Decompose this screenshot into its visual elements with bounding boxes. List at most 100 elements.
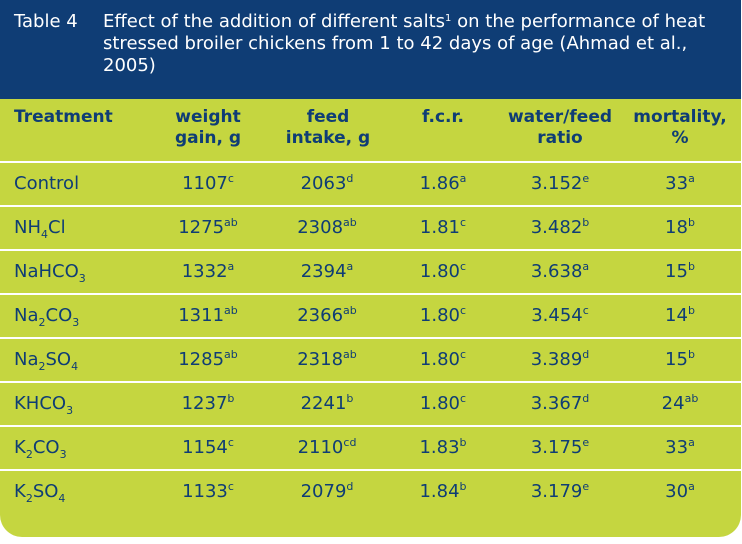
- mortality-cell: 24ab: [620, 383, 740, 425]
- cell-value: 1332: [181, 261, 228, 282]
- header-weight-gain: weight gain, g: [160, 107, 256, 149]
- cell-value: 3.175: [530, 437, 583, 458]
- caption-text-2: on the performance of heat stressed broi…: [103, 11, 706, 76]
- water-feed-ratio-cell: 3.179e: [500, 471, 620, 513]
- significance-letter: c: [227, 436, 234, 449]
- feed-intake-cell: 2318ab: [267, 339, 387, 381]
- cell-value: 1133: [182, 481, 228, 502]
- table-caption: Effect of the addition of different salt…: [103, 11, 731, 77]
- treatment-text: Control: [14, 173, 80, 194]
- significance-letter: c: [582, 304, 589, 317]
- significance-letter: e: [582, 480, 590, 493]
- cell-value: 3.367: [530, 393, 583, 414]
- cell-value: 3.389: [530, 349, 583, 370]
- table-row: NaHCO3 1332a 2394a 1.80c 3.638a 15b: [0, 251, 741, 293]
- significance-letter: b: [227, 392, 235, 405]
- table-row: Na2CO3 1311ab 2366ab 1.80c 3.454c 14b: [0, 295, 741, 337]
- header-water-feed-ratio: water/feed ratio: [500, 107, 620, 149]
- header-mortality: mortality, %: [630, 107, 730, 149]
- cell-value: 33: [665, 437, 689, 458]
- treatment-text: CO: [32, 437, 60, 458]
- cell-value: 1.80: [419, 393, 460, 414]
- feed-intake-cell: 2366ab: [267, 295, 387, 337]
- fcr-cell: 1.83b: [383, 427, 503, 469]
- treatment-cell: Na2CO3: [14, 295, 79, 337]
- weight-gain-cell: 1332a: [148, 251, 268, 293]
- significance-letter: b: [687, 216, 695, 229]
- cell-value: 3.482: [530, 217, 583, 238]
- significance-letter: e: [582, 436, 590, 449]
- feed-intake-cell: 2079d: [267, 471, 387, 513]
- significance-letter: b: [459, 436, 467, 449]
- treatment-subscript: 3: [66, 404, 74, 417]
- cell-value: 1285: [178, 349, 225, 370]
- weight-gain-cell: 1237b: [148, 383, 268, 425]
- cell-value: 2241: [300, 393, 347, 414]
- cell-value: 24: [661, 393, 685, 414]
- treatment-subscript: 3: [72, 316, 80, 329]
- cell-value: 2366: [297, 305, 344, 326]
- water-feed-ratio-cell: 3.454c: [500, 295, 620, 337]
- cell-value: 18: [665, 217, 688, 238]
- weight-gain-cell: 1154c: [148, 427, 268, 469]
- feed-intake-cell: 2394a: [267, 251, 387, 293]
- significance-letter: ab: [343, 216, 357, 229]
- treatment-subscript: 3: [59, 448, 67, 461]
- row-divider: [0, 205, 741, 207]
- cell-value: 1.86: [419, 173, 460, 194]
- header-treatment: Treatment: [14, 107, 113, 128]
- significance-letter: a: [688, 480, 695, 493]
- significance-letter: a: [688, 172, 695, 185]
- mortality-cell: 14b: [620, 295, 740, 337]
- feed-intake-cell: 2110cd: [267, 427, 387, 469]
- header-water-feed-line1: water/feed: [507, 107, 613, 127]
- header-fcr-label: f.c.r.: [422, 107, 464, 127]
- table-row: Control 1107c 2063d 1.86a 3.152e 33a: [0, 163, 741, 205]
- table-row: NH4Cl 1275ab 2308ab 1.81c 3.482b 18b: [0, 207, 741, 249]
- feed-intake-cell: 2063d: [267, 163, 387, 205]
- significance-letter: a: [227, 260, 235, 273]
- cell-value: 14: [665, 305, 688, 326]
- significance-letter: c: [460, 216, 467, 229]
- fcr-cell: 1.80c: [383, 383, 503, 425]
- cell-value: 1.84: [419, 481, 460, 502]
- weight-gain-cell: 1107c: [148, 163, 268, 205]
- significance-letter: ab: [684, 392, 699, 405]
- header-feed-intake: feed intake, g: [280, 107, 376, 149]
- significance-letter: a: [688, 436, 695, 449]
- fcr-cell: 1.80c: [383, 251, 503, 293]
- table-row: Na2SO4 1285ab 2318ab 1.80c 3.389d 15b: [0, 339, 741, 381]
- significance-letter: a: [582, 260, 590, 273]
- treatment-subscript: 4: [71, 360, 79, 373]
- significance-letter: ab: [224, 216, 238, 229]
- significance-letter: c: [460, 260, 467, 273]
- treatment-text: Na: [14, 305, 39, 326]
- mortality-cell: 30a: [620, 471, 740, 513]
- treatment-text: NH: [14, 217, 41, 238]
- caption-footnote-mark: 1: [445, 13, 452, 24]
- treatment-text: SO: [45, 349, 72, 370]
- cell-value: 2308: [297, 217, 344, 238]
- weight-gain-cell: 1311ab: [148, 295, 268, 337]
- mortality-cell: 15b: [620, 251, 740, 293]
- cell-value: 15: [665, 349, 688, 370]
- header-feed-intake-line1: feed: [306, 107, 350, 127]
- mortality-cell: 15b: [620, 339, 740, 381]
- row-divider: [0, 249, 741, 251]
- cell-value: 1311: [178, 305, 225, 326]
- water-feed-ratio-cell: 3.638a: [500, 251, 620, 293]
- significance-letter: d: [346, 480, 354, 493]
- weight-gain-cell: 1133c: [148, 471, 268, 513]
- mortality-cell: 33a: [620, 427, 740, 469]
- cell-value: 1.80: [419, 261, 460, 282]
- feed-intake-cell: 2308ab: [267, 207, 387, 249]
- significance-letter: c: [227, 480, 234, 493]
- row-divider: [0, 425, 741, 427]
- cell-value: 15: [665, 261, 688, 282]
- significance-letter: b: [582, 216, 590, 229]
- significance-letter: c: [460, 392, 467, 405]
- treatment-cell: Control: [14, 163, 79, 205]
- fcr-cell: 1.80c: [383, 295, 503, 337]
- treatment-cell: K2SO4: [14, 471, 65, 513]
- fcr-cell: 1.81c: [383, 207, 503, 249]
